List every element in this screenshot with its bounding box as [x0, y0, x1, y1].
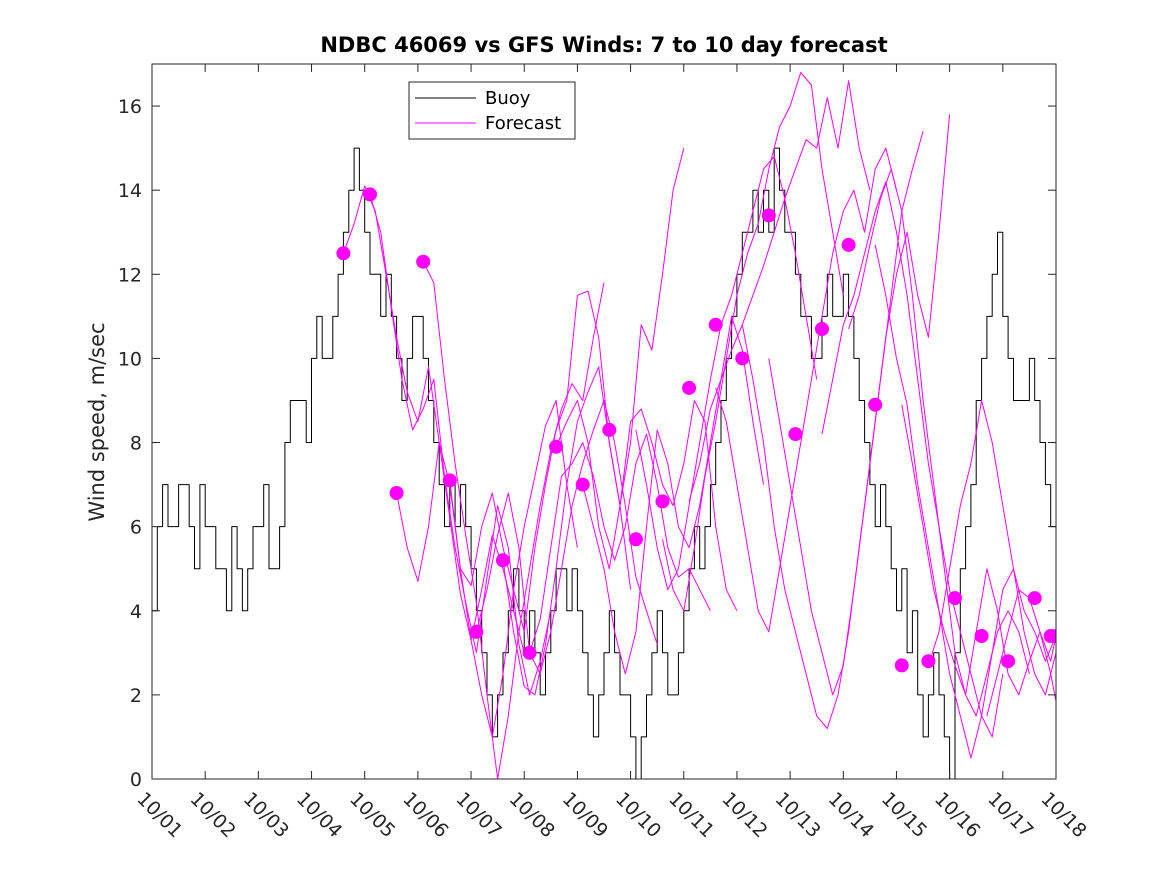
forecast-line-15 [741, 131, 924, 729]
y-tick-label: 0 [130, 769, 142, 791]
legend: Buoy Forecast [408, 81, 576, 140]
y-tick-label: 14 [118, 180, 142, 202]
forecast-marker [894, 658, 909, 673]
x-tick-label: 10/14 [824, 788, 878, 842]
forecast-marker [496, 553, 510, 568]
x-tick-label: 10/01 [132, 788, 186, 842]
buoy-line [152, 147, 1056, 779]
y-axis-ticks: 0 2 4 6 8 10 12 14 16 [118, 96, 1056, 791]
x-tick-label: 10/11 [664, 788, 718, 842]
forecast-marker [1049, 629, 1056, 643]
forecast-marker [363, 187, 377, 202]
x-tick-label: 10/15 [877, 788, 931, 842]
x-tick-label: 10/10 [611, 788, 665, 842]
x-tick-label: 10/06 [398, 788, 452, 842]
forecast-line-7 [502, 147, 685, 696]
forecast-marker [815, 322, 829, 336]
forecast-line-2 [369, 194, 552, 696]
x-tick-label: 10/18 [1036, 788, 1090, 842]
chart-title: NDBC 46069 vs GFS Winds: 7 to 10 day for… [320, 33, 887, 57]
x-tick-label: 10/03 [239, 788, 293, 842]
x-tick-label: 10/04 [292, 788, 346, 842]
forecast-line-22 [986, 589, 1056, 717]
forecast-line-18 [848, 168, 1030, 717]
x-tick-label: 10/17 [983, 788, 1037, 842]
legend-forecast-label: Forecast [485, 113, 561, 134]
x-tick-label: 10/16 [930, 788, 984, 842]
legend-buoy-label: Buoy [485, 88, 531, 109]
forecast-marker [974, 629, 989, 643]
y-tick-label: 4 [130, 601, 142, 623]
x-tick-label: 10/08 [505, 788, 559, 842]
forecast-marker [575, 477, 590, 492]
forecast-marker [416, 254, 431, 269]
forecast-marker [628, 532, 643, 547]
forecast-marker [1027, 591, 1042, 606]
forecast-marker [948, 591, 962, 606]
plot-series [152, 71, 1056, 779]
legend-box [408, 81, 576, 140]
forecast-line-13 [688, 80, 871, 502]
forecast-marker [735, 351, 750, 366]
forecast-marker [549, 439, 564, 454]
forecast-line-5 [449, 290, 632, 633]
forecast-line-3 [396, 400, 578, 738]
forecast-line-19 [874, 244, 1056, 759]
forecast-marker [389, 486, 404, 500]
forecast-marker [841, 237, 856, 252]
x-tick-label: 10/07 [452, 788, 506, 842]
forecast-marker [522, 645, 537, 660]
forecast-line-4 [422, 261, 605, 779]
forecast-line-9 [555, 400, 738, 612]
forecast-line-17 [821, 181, 1004, 738]
forecast-line-8 [529, 433, 711, 653]
y-axis-label: Wind speed, m/sec [85, 322, 109, 521]
forecast-line-14 [715, 147, 897, 633]
forecast-line-10 [582, 315, 764, 675]
forecast-marker [921, 654, 936, 669]
x-tick-label: 10/05 [345, 788, 399, 842]
forecast-marker [868, 397, 883, 412]
x-tick-label: 10/09 [558, 788, 612, 842]
plot-markers [336, 187, 1056, 673]
forecast-marker [336, 246, 351, 261]
forecast-marker [442, 473, 457, 488]
plot-frame [151, 63, 1057, 780]
forecast-line-21 [927, 400, 1056, 666]
forecast-marker [469, 624, 484, 639]
y-tick-label: 12 [118, 264, 142, 286]
forecast-marker [655, 494, 670, 509]
forecast-line-12 [662, 71, 844, 612]
forecast-marker [682, 380, 697, 395]
y-tick-label: 8 [130, 433, 142, 455]
x-tick-label: 10/12 [717, 788, 771, 842]
forecast-marker [708, 317, 723, 332]
forecast-line-16 [768, 114, 951, 696]
forecast-marker [602, 422, 617, 437]
x-tick-label: 10/13 [771, 788, 825, 842]
forecast-line-11 [635, 156, 818, 591]
forecast-marker [761, 208, 776, 223]
y-tick-label: 2 [130, 685, 142, 707]
forecast-line-20 [901, 404, 1056, 704]
forecast-marker [788, 427, 803, 442]
forecast-marker [1001, 654, 1016, 669]
y-tick-label: 16 [118, 96, 142, 118]
y-tick-label: 6 [130, 517, 142, 539]
y-tick-label: 10 [118, 348, 142, 370]
x-tick-label: 10/02 [186, 788, 240, 842]
